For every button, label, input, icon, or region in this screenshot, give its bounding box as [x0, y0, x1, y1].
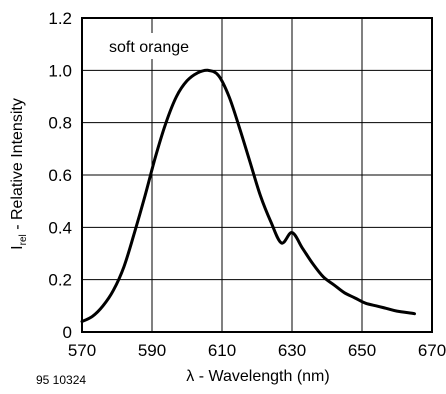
grid: [82, 18, 432, 332]
x-tick-label: 570: [68, 341, 96, 360]
series-line: [80, 68, 416, 323]
x-tick-label: 630: [278, 341, 306, 360]
x-tick-label: 610: [208, 341, 236, 360]
y-axis-title-symbol: I: [9, 245, 26, 249]
series-layer: [80, 68, 416, 323]
y-tick-label: 0.2: [48, 271, 72, 290]
y-axis-title: Irel - Relative Intensity: [9, 98, 29, 250]
annotation-label: soft orange: [109, 39, 189, 56]
y-axis-title-text: - Relative Intensity: [9, 98, 26, 234]
y-tick-label: 1.0: [48, 61, 72, 80]
x-tick-label: 590: [138, 341, 166, 360]
y-tick-label: 0.8: [48, 114, 72, 133]
y-tick-label: 0.4: [48, 218, 72, 237]
plot-frame: [81, 17, 433, 333]
x-tick-labels: 570 590 610 630 650 670: [68, 341, 446, 360]
y-tick-label: 0: [63, 323, 72, 342]
y-tick-label: 1.2: [48, 9, 72, 28]
y-axis-title-subscript: rel: [18, 234, 29, 245]
x-tick-label: 650: [348, 341, 376, 360]
y-tick-labels: 0 0.2 0.4 0.6 0.8 1.0 1.2: [48, 9, 72, 342]
figure-id: 95 10324: [36, 373, 86, 387]
x-axis-title: λ - Wavelength (nm): [186, 368, 329, 385]
x-tick-label: 670: [418, 341, 446, 360]
annotation-box: [102, 33, 212, 59]
y-tick-label: 0.6: [48, 166, 72, 185]
